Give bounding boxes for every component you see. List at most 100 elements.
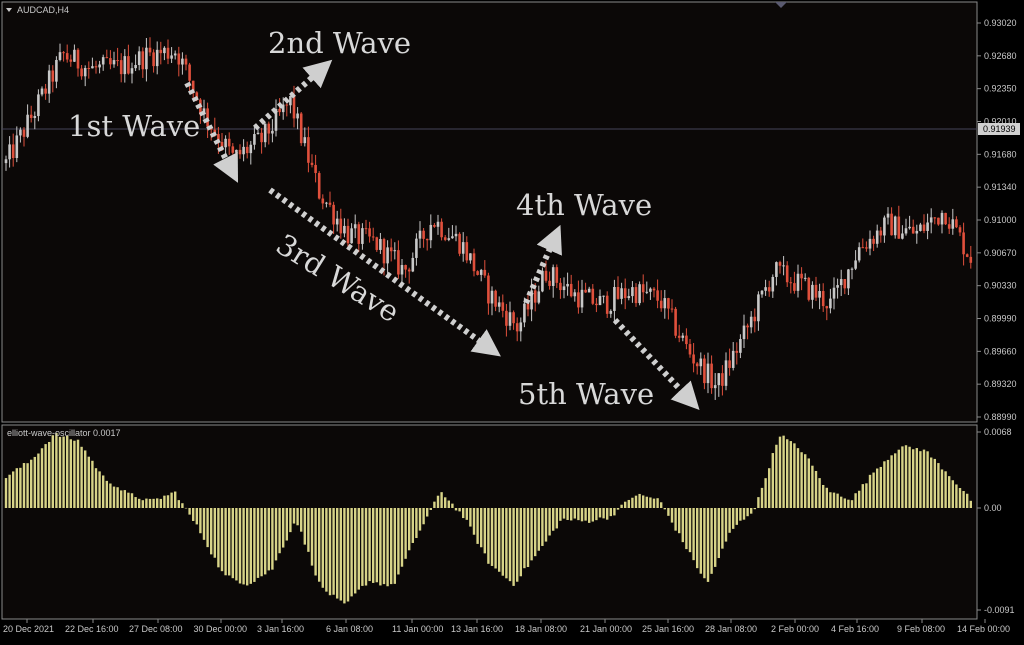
oscillator-bar: [98, 471, 101, 508]
candle-body: [44, 88, 47, 94]
candle-body: [677, 335, 681, 338]
candle-body: [433, 224, 436, 227]
oscillator-bar: [915, 448, 918, 508]
candle-body: [544, 270, 548, 281]
oscillator-bar: [400, 508, 404, 567]
candle-body: [69, 59, 73, 62]
oscillator-bar: [181, 503, 184, 508]
candle-body: [278, 109, 281, 113]
candle-body: [389, 247, 393, 252]
candle-body: [267, 123, 271, 134]
candle-body: [555, 267, 559, 283]
candle-body: [821, 291, 825, 307]
oscillator-bar: [890, 455, 893, 508]
candle-body: [893, 216, 897, 236]
candle-body: [58, 52, 62, 60]
candle-body: [152, 52, 155, 67]
oscillator-bar: [631, 497, 634, 508]
candle-body: [325, 202, 328, 204]
oscillator-bar: [494, 508, 497, 569]
candle-body: [746, 325, 749, 328]
oscillator-bar: [552, 508, 555, 531]
oscillator-bar: [213, 508, 216, 558]
oscillator-bar: [872, 472, 875, 508]
candle-body: [800, 273, 803, 279]
candle-body: [839, 279, 843, 286]
oscillator-bar: [483, 508, 486, 554]
oscillator-bar: [206, 508, 209, 548]
oscillator-bar: [40, 448, 44, 508]
candle-body: [407, 269, 411, 272]
candle-body: [469, 253, 472, 261]
oscillator-bar: [408, 508, 411, 551]
candle-body: [721, 373, 724, 386]
candle-body: [865, 247, 868, 249]
candle-body: [148, 47, 152, 53]
candle-body: [955, 219, 958, 228]
oscillator-bar: [508, 508, 512, 582]
oscillator-bar: [177, 500, 180, 508]
oscillator-bar: [210, 508, 213, 555]
oscillator-bar: [825, 487, 828, 508]
candle-body: [361, 228, 364, 244]
candle-body: [249, 144, 253, 154]
oscillator-bar: [660, 502, 663, 508]
time-axis-label: 28 Jan 08:00: [705, 624, 757, 634]
candle-body: [184, 58, 188, 65]
price-axis-label: 0.89990: [984, 314, 1017, 324]
oscillator-bar: [278, 508, 281, 554]
chart-shift-marker-icon[interactable]: [775, 2, 787, 8]
oscillator-bar: [267, 508, 270, 571]
candle-body: [29, 114, 33, 118]
candle-body: [47, 70, 51, 94]
candle-body: [674, 308, 677, 336]
candle-body: [109, 58, 112, 65]
candle-body: [368, 228, 371, 237]
oscillator-bar: [429, 508, 432, 511]
oscillator-bar: [559, 508, 562, 521]
candle-body: [818, 291, 821, 298]
oscillator-bar: [33, 456, 36, 508]
oscillator-histogram: [4, 433, 972, 604]
time-axis-label: 20 Dec 2021: [3, 624, 54, 634]
oscillator-bar: [217, 508, 220, 568]
oscillator-bar: [152, 498, 155, 508]
oscillator-bar: [742, 508, 746, 520]
candle-body: [537, 291, 541, 303]
oscillator-bar: [573, 508, 576, 519]
candle-body: [235, 149, 238, 153]
oscillator-bar: [562, 508, 566, 519]
symbol-dropdown-icon[interactable]: [6, 8, 12, 12]
oscillator-bar: [591, 508, 594, 522]
oscillator-bar: [48, 441, 51, 508]
oscillator-bar: [753, 508, 756, 510]
candle-body: [836, 285, 839, 288]
oscillator-bar: [944, 471, 947, 508]
time-axis-label: 25 Jan 16:00: [642, 624, 694, 634]
candle-body: [789, 282, 793, 284]
oscillator-bar: [379, 508, 382, 586]
candle-body: [260, 132, 263, 143]
oscillator-bar: [69, 439, 72, 508]
oscillator-bar: [62, 436, 65, 508]
oscillator-bar: [613, 508, 616, 516]
price-axis-label: 0.91340: [984, 182, 1017, 192]
candle-body: [883, 217, 886, 236]
candle-body: [904, 228, 908, 234]
candle-body: [350, 228, 353, 244]
oscillator-bar: [148, 498, 152, 508]
candle-body: [101, 57, 105, 65]
oscillator-bar: [750, 508, 753, 514]
candle-body: [256, 132, 260, 135]
oscillator-bar: [141, 500, 144, 508]
oscillator-bar: [80, 446, 83, 508]
oscillator-bar: [426, 508, 429, 517]
oscillator-bar: [544, 508, 548, 542]
candle-body: [645, 291, 649, 293]
oscillator-bar: [321, 508, 324, 588]
time-axis-label: 4 Feb 16:00: [831, 624, 879, 634]
oscillator-bar: [584, 508, 587, 521]
oscillator-bar: [865, 483, 868, 508]
oscillator-bar: [764, 478, 767, 508]
symbol-label[interactable]: AUDCAD,H4: [17, 5, 69, 15]
